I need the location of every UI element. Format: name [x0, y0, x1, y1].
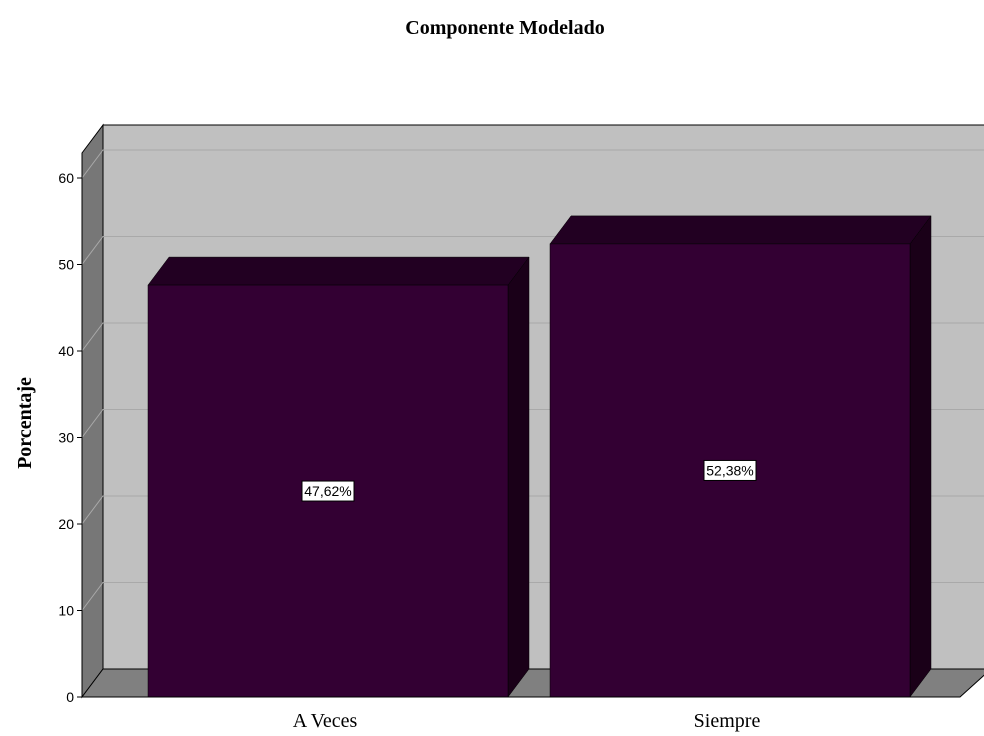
category-label: A Veces — [293, 710, 358, 732]
category-label: Siempre — [694, 710, 761, 732]
bar-top-face — [147, 256, 530, 286]
y-tick-label: 20 — [58, 516, 74, 532]
gridline — [81, 149, 984, 179]
y-axis-ticks: 0 10 20 30 40 50 60 — [58, 153, 83, 705]
x-axis-category-labels: A Veces Siempre — [82, 696, 960, 732]
data-label: 52,38% — [706, 462, 753, 478]
bars: 47,62% 52,38% — [147, 215, 932, 698]
bar-side-face — [507, 256, 530, 698]
y-tick-label: 50 — [58, 257, 74, 273]
bar-2: 52,38% — [549, 215, 932, 698]
bar-1: 47,62% — [147, 256, 530, 698]
y-tick-label: 0 — [66, 689, 74, 705]
bar-top-face — [549, 215, 932, 245]
y-tick-label: 30 — [58, 430, 74, 446]
data-label-box — [301, 480, 355, 502]
left-side-wall — [81, 123, 104, 699]
data-label: 47,62% — [304, 483, 351, 499]
y-axis-label: Porcentaje — [14, 377, 36, 469]
bar-side-face — [909, 215, 932, 698]
chart-title: Componente Modelado — [405, 17, 604, 39]
data-label-box — [703, 459, 757, 481]
y-tick-label: 60 — [58, 170, 74, 186]
y-tick-label: 10 — [58, 603, 74, 619]
y-tick-label: 40 — [58, 343, 74, 359]
